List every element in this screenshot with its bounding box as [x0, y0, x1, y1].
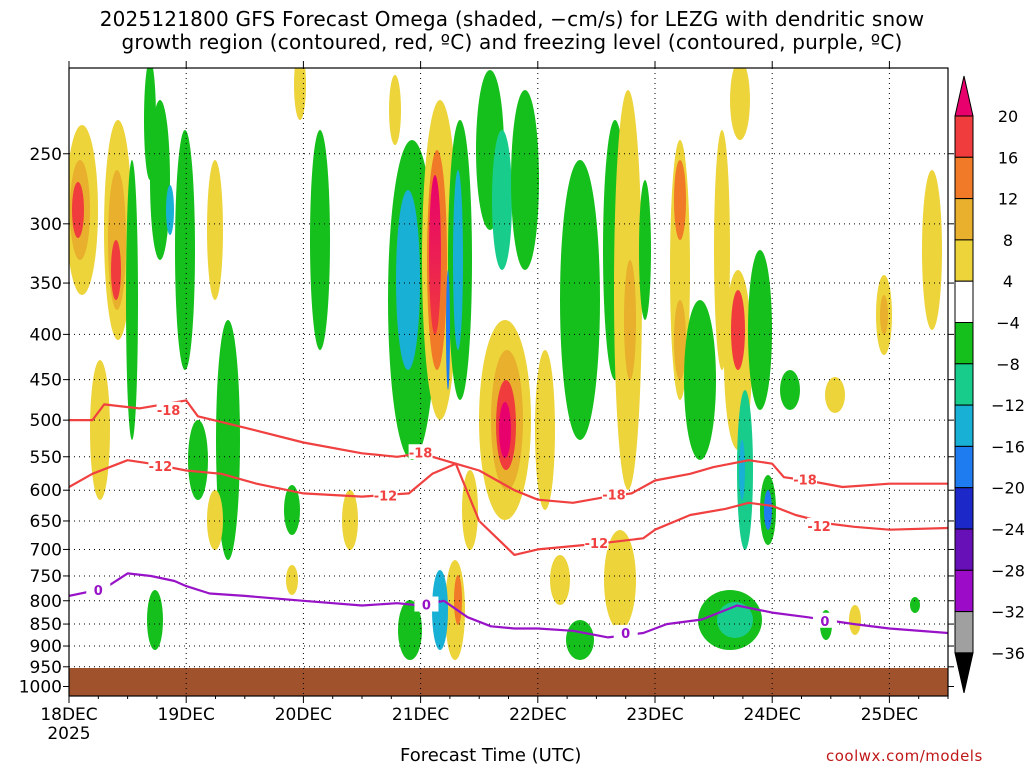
time-axis: 18DEC 19DEC 20DEC 21DEC 22DEC 23DEC 24DEC 25DEC… [40, 61, 949, 744]
x-tick-label: 24DEC [744, 705, 801, 725]
pressure-axis: 2503003504004505005506006507007508008509… [19, 145, 954, 698]
contour-label-bg [601, 486, 626, 502]
omega-shaded-field [69, 68, 942, 660]
y-tick-label: 600 [30, 481, 62, 501]
contour-label-bg [156, 401, 181, 417]
y-tick-label: 450 [30, 371, 62, 391]
contour-line--12 [69, 459, 948, 556]
y-tick-label: 400 [30, 325, 62, 345]
colorbar-segment [954, 487, 974, 530]
colorbar-label: −16 [991, 437, 1024, 456]
terrain-surface [69, 668, 948, 696]
contour-label-bg [584, 534, 609, 550]
y-tick-label: 850 [30, 615, 62, 635]
x-tick-label: 18DEC [40, 705, 97, 725]
contour-label: -18 [157, 404, 181, 419]
colorbar-label: −4 [996, 314, 1020, 333]
colorbar-segment [954, 611, 974, 654]
x-tick-label: 23DEC [626, 705, 683, 725]
y-tick-label: 650 [30, 512, 62, 532]
colorbar-label: 20 [998, 107, 1018, 126]
contour-label: 0 [621, 627, 630, 642]
y-tick-label: 800 [30, 592, 62, 612]
colorbar-label: −36 [991, 644, 1024, 663]
colorbar-segment [954, 322, 974, 365]
colorbar-segment [954, 115, 974, 158]
contour-label-bg [807, 517, 832, 533]
y-tick-label: 550 [30, 448, 62, 468]
colorbar-segment [954, 156, 974, 200]
contour-line-0 [69, 572, 948, 639]
colorbar-segment [954, 404, 974, 447]
colorbar-label: 16 [998, 148, 1018, 167]
chart-title-line-1: 2025121800 GFS Forecast Omega (shaded, −… [99, 7, 925, 31]
contour-label: -18 [793, 473, 817, 488]
y-tick-label: 250 [30, 145, 62, 165]
y-tick-label: 1000 [19, 678, 62, 698]
colorbar-label: 12 [998, 190, 1018, 209]
colorbar-segment [954, 528, 974, 571]
x-year-label: 2025 [47, 724, 90, 744]
colorbar-label: −8 [996, 355, 1020, 374]
colorbar-segment [954, 198, 974, 241]
contour-label: -18 [409, 446, 433, 461]
contour-label: -12 [585, 537, 609, 552]
contour-label: -12 [374, 490, 398, 505]
contour-label: -12 [807, 520, 831, 535]
y-tick-label: 500 [30, 411, 62, 431]
y-tick-label: 900 [30, 637, 62, 657]
credit-link[interactable]: coolwx.com/models [826, 747, 983, 765]
colorbar-segment [954, 363, 974, 406]
chart-title-line-2: growth region (contoured, red, ºC) and f… [121, 30, 903, 54]
contour-label-bg [408, 444, 433, 460]
colorbar-bottom-arrow [954, 652, 974, 694]
contour-label-bg [148, 458, 173, 474]
y-tick-label: 750 [30, 567, 62, 587]
x-axis-title: Forecast Time (UTC) [400, 745, 582, 766]
contour-label-bg [613, 624, 638, 640]
colorbar: 20 16 12 8 4 −4 −8 −12 −16 −20 −24 −28 −32 −36 [954, 75, 1024, 694]
colorbar-label: −12 [991, 396, 1024, 415]
colorbar-segment [954, 445, 974, 489]
contour-label: 0 [94, 584, 103, 599]
contour-label-bg [86, 582, 111, 598]
contour-line--18 [69, 399, 948, 504]
colorbar-label: −20 [991, 479, 1024, 498]
y-tick-label: 300 [30, 215, 62, 235]
contour-label-bg [793, 471, 818, 487]
x-tick-label: 21DEC [392, 705, 449, 725]
contour-label-bg [373, 487, 398, 503]
contour-label: 0 [820, 615, 829, 630]
contour-label: -18 [602, 488, 626, 503]
x-tick-label: 25DEC [861, 705, 918, 725]
contour-lines [69, 399, 948, 639]
colorbar-label: 8 [1003, 231, 1013, 250]
colorbar-top-arrow [954, 75, 974, 117]
contour-labels: -18 -18 -18 -18 -12 -12 -12 -12 0 0 0 0 [86, 401, 837, 642]
colorbar-segment [954, 280, 974, 324]
contour-label-bg [414, 596, 439, 612]
contour-label: 0 [422, 599, 431, 614]
y-tick-label: 950 [30, 658, 62, 678]
y-tick-label: 350 [30, 274, 62, 294]
colorbar-label: −24 [991, 520, 1024, 539]
colorbar-label: 4 [1003, 272, 1013, 291]
y-tick-label: 700 [30, 540, 62, 560]
x-tick-label: 22DEC [509, 705, 566, 725]
colorbar-segment [954, 569, 974, 613]
colorbar-label: −32 [991, 603, 1024, 622]
x-tick-label: 19DEC [158, 705, 215, 725]
x-tick-label: 20DEC [275, 705, 332, 725]
contour-label-bg [812, 612, 837, 628]
contour-label: -12 [149, 460, 173, 475]
colorbar-segment [954, 239, 974, 282]
colorbar-label: −28 [991, 561, 1024, 580]
